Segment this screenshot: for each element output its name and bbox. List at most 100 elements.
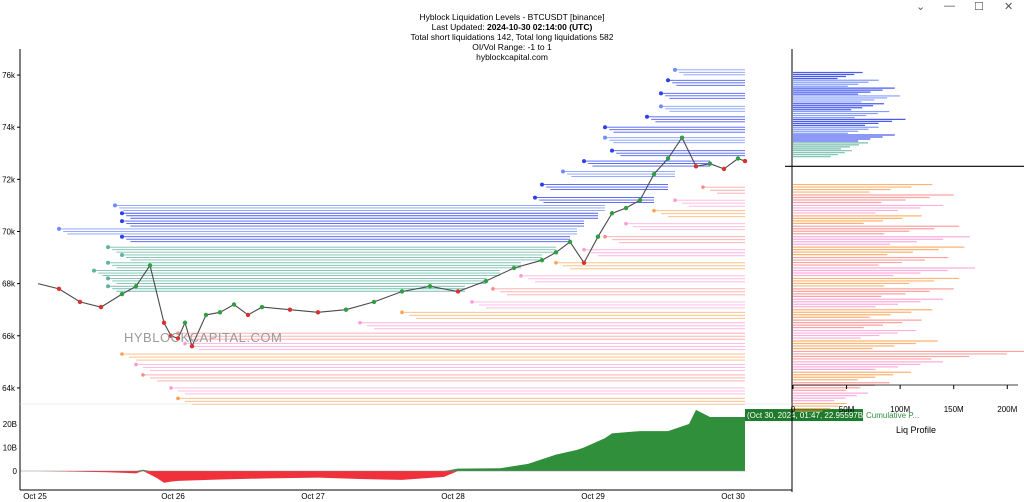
cumulative-panel: (Oct 30, 2024, 01:47, 22.95597B) Cumulati… <box>20 409 919 483</box>
price-candle <box>231 302 237 307</box>
price-candle <box>343 307 349 312</box>
short-liq-start-marker <box>610 148 614 153</box>
price-candle <box>133 284 139 289</box>
y-tick-label: 70k <box>2 228 16 237</box>
short-liq-start-marker <box>673 67 677 72</box>
cumulative-tooltip-box <box>745 409 863 422</box>
price-candle <box>609 211 615 216</box>
x-tick-label: Oct 26 <box>161 492 185 501</box>
price-candle <box>735 156 741 161</box>
close-icon[interactable]: ✕ <box>1004 1 1014 13</box>
price-candle <box>98 304 104 310</box>
price-candle <box>182 320 188 325</box>
liquidation-totals: Total short liquidations 142, Total long… <box>410 32 614 42</box>
short-liq-start-marker <box>120 211 124 216</box>
price-candle <box>315 310 321 315</box>
short-liq-start-marker <box>120 252 124 257</box>
price-candle <box>168 333 174 338</box>
y-tick-label: 66k <box>2 332 16 341</box>
price-candle <box>259 304 265 310</box>
profile-axis-label: Liq Profile <box>896 425 936 435</box>
last-updated: Last Updated: 2024-10-30 02:14:00 (UTC) <box>0 22 1024 32</box>
price-candle <box>147 263 153 268</box>
cumulative-tooltip-text: (Oct 30, 2024, 01:47, 22.95597B) <box>747 411 866 420</box>
price-candle <box>511 265 517 271</box>
short-liq-start-marker <box>666 78 670 83</box>
short-liq-start-marker <box>561 169 565 174</box>
site-name: hyblockcapital.com <box>476 52 548 62</box>
long-liq-start-marker <box>491 287 495 291</box>
watermark: HYBLOCKCAPITAL.COM <box>124 330 282 345</box>
long-liq-start-marker <box>554 260 558 265</box>
long-liq-start-marker <box>358 320 362 325</box>
long-liq-start-marker <box>176 331 180 335</box>
price-candle <box>189 344 195 349</box>
price-candle <box>623 205 629 211</box>
price-candle <box>651 171 657 177</box>
long-liq-start-marker <box>470 300 474 304</box>
short-liq-start-marker <box>106 245 110 250</box>
window-controls: ⌄ — ☐ ✕ <box>904 0 1024 16</box>
maximize-icon[interactable]: ☐ <box>974 1 984 13</box>
price-candle <box>637 198 643 203</box>
long-liq-start-marker <box>400 310 404 315</box>
short-liq-start-marker <box>603 135 607 140</box>
short-liq-start-marker <box>659 104 663 109</box>
x-tick-label: Oct 25 <box>23 492 47 501</box>
price-candle <box>161 320 167 325</box>
long-liq-start-marker <box>120 352 124 356</box>
price-candle <box>595 234 601 239</box>
y-tick-label: 74k <box>2 123 16 132</box>
price-candle <box>77 299 83 305</box>
short-liq-start-marker <box>57 226 61 231</box>
last-updated-label: Last Updated: <box>431 22 487 32</box>
long-liq-start-marker <box>603 234 607 239</box>
profile-x-tick-label: 100M <box>890 405 910 414</box>
price-candle <box>371 299 377 305</box>
x-tick-label: Oct 30 <box>721 492 745 501</box>
long-liq-start-marker <box>519 274 523 278</box>
price-candle <box>427 284 433 289</box>
liq-profile-panel <box>785 71 1024 412</box>
short-liq-start-marker <box>120 234 124 239</box>
axes: 64k 66k 68k 70k 72k 74k 76k Oct 25 Oct 26 Oct 27 O… <box>2 49 1018 501</box>
long-liq-start-marker <box>582 247 586 252</box>
price-candle <box>483 278 489 284</box>
short-liq-start-marker <box>106 276 110 281</box>
profile-x-tick-label: 50M <box>839 405 855 414</box>
price-candle <box>119 291 125 297</box>
long-liq-start-marker <box>624 221 628 226</box>
price-candle <box>721 166 727 172</box>
price-candle <box>287 307 293 312</box>
chevron-down-icon[interactable]: ⌄ <box>916 1 926 13</box>
chart-title: Hyblock Liquidation Levels - BTCUSDT [bi… <box>419 12 605 22</box>
x-tick-label: Oct 28 <box>441 492 465 501</box>
price-candle <box>553 250 559 255</box>
oi-vol-range: OI/Vol Range: -1 to 1 <box>472 42 552 52</box>
long-liq-start-marker <box>673 198 677 203</box>
short-liq-start-marker <box>645 114 649 119</box>
cumulative-y-tick-label: 10B <box>3 444 17 453</box>
short-liq-start-marker <box>582 159 586 164</box>
price-candle <box>455 289 461 294</box>
long-liq-start-marker <box>183 341 187 346</box>
y-tick-label: 68k <box>2 280 16 289</box>
minimize-icon[interactable]: — <box>944 0 955 12</box>
short-liq-start-marker <box>603 125 607 130</box>
short-liq-start-marker <box>92 268 96 273</box>
price-candle <box>245 312 251 318</box>
price-candle <box>693 164 699 169</box>
cumulative-negative-area <box>38 471 745 483</box>
price-candle <box>217 310 223 315</box>
cumulative-positive-area <box>38 409 745 471</box>
price-candle <box>679 135 685 140</box>
y-tick-label: 64k <box>2 384 16 393</box>
price-candle <box>665 156 671 161</box>
price-candle <box>539 257 545 263</box>
price-candle <box>707 161 713 166</box>
cumulative-y-tick-label: 20B <box>3 420 17 429</box>
price-candle <box>203 312 209 318</box>
price-candle <box>399 289 405 294</box>
long-liq-start-marker <box>176 396 180 401</box>
